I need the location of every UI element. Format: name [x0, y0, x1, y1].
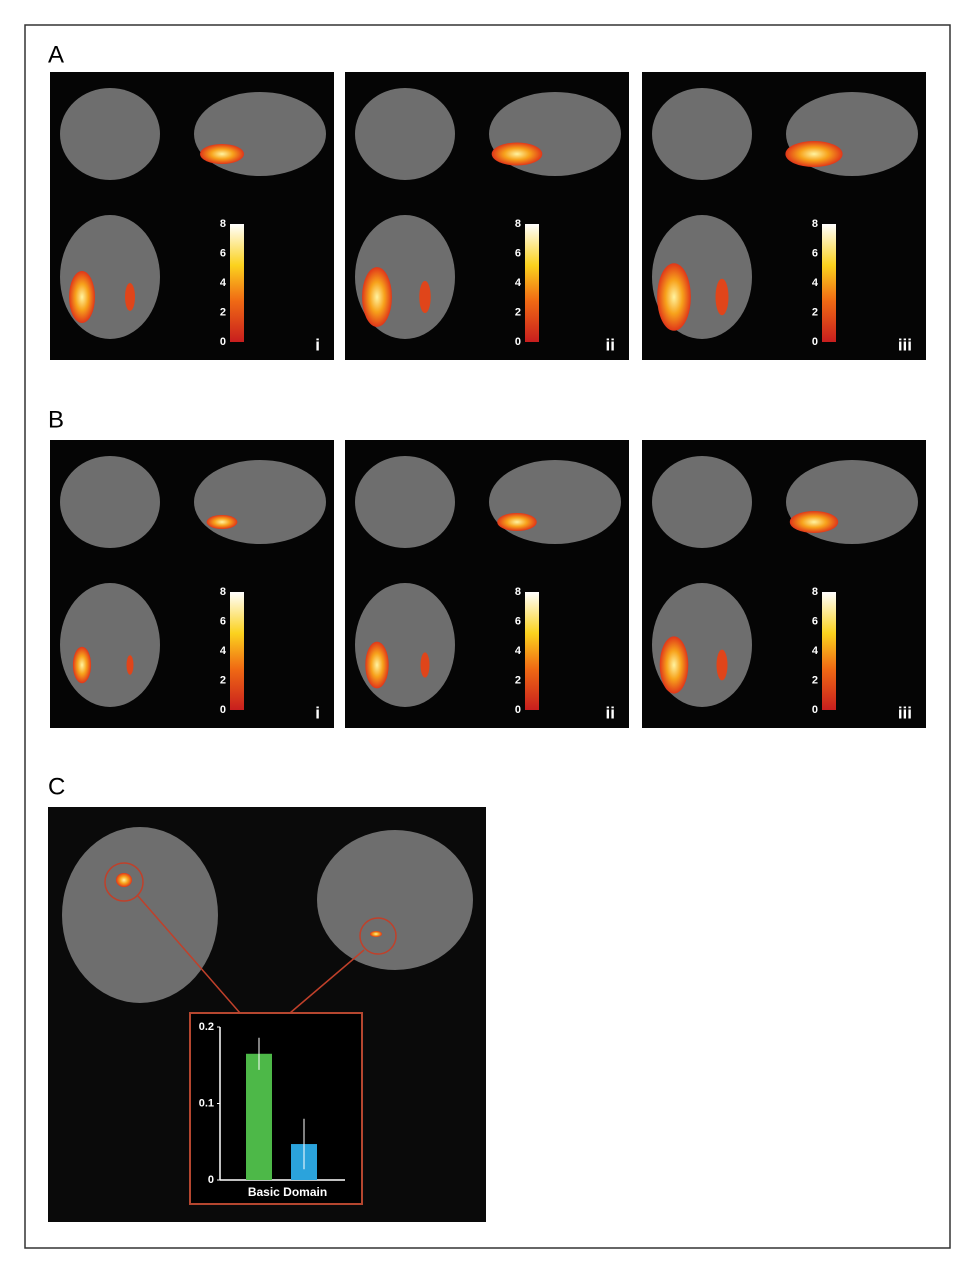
- panel-label: C: [48, 773, 65, 800]
- colorbar-tick-label: 0: [515, 704, 521, 716]
- colorbar-tick-label: 6: [220, 615, 226, 627]
- activation: [69, 271, 95, 323]
- colorbar-tick-label: 8: [220, 218, 226, 230]
- colorbar-tick-label: 2: [812, 306, 818, 318]
- activation: [206, 515, 238, 529]
- roi-circle: [104, 862, 144, 902]
- colorbar-tick-label: 8: [220, 586, 226, 598]
- connector: [289, 949, 365, 1014]
- colorbar-tick-label: 8: [812, 218, 818, 230]
- colorbar-tick-label: 4: [515, 277, 522, 289]
- activation: [789, 511, 839, 533]
- x-axis-label: Basic Domain: [248, 1185, 327, 1199]
- brain-coronal: [355, 456, 455, 548]
- activation: [657, 263, 691, 331]
- colorbar-tick-label: 6: [515, 615, 521, 627]
- activation: [125, 283, 135, 311]
- colorbar-tick-label: 2: [812, 674, 818, 686]
- y-tick-label: 0: [208, 1174, 214, 1186]
- brain-axial: [60, 583, 160, 707]
- panel-label: A: [48, 41, 64, 68]
- colorbar-tick-label: 6: [220, 247, 226, 259]
- colorbar-tick-label: 6: [515, 247, 521, 259]
- brain-coronal: [60, 456, 160, 548]
- colorbar: [822, 224, 836, 342]
- figure-border: [24, 24, 951, 1249]
- roi-circle: [359, 917, 397, 955]
- colorbar-tick-label: 2: [515, 306, 521, 318]
- colorbar-tick-label: 4: [812, 277, 819, 289]
- activation: [365, 641, 389, 689]
- colorbar-tick-label: 4: [220, 277, 227, 289]
- brain-coronal: [652, 88, 752, 180]
- activation: [200, 144, 244, 164]
- brain-sagittal: [489, 460, 621, 544]
- colorbar: [230, 592, 244, 710]
- colorbar-tick-label: 0: [220, 704, 226, 716]
- activation: [370, 931, 382, 937]
- colorbar-tick-label: 8: [515, 586, 521, 598]
- panel-label: B: [48, 406, 64, 433]
- brain-axial: [355, 583, 455, 707]
- y-tick-label: 0.1: [199, 1097, 214, 1109]
- colorbar-tick-label: 2: [515, 674, 521, 686]
- brain-sagittal: [194, 460, 326, 544]
- colorbar-tick-label: 8: [812, 586, 818, 598]
- inset-chart: [189, 1012, 363, 1205]
- brain-coronal: [317, 830, 473, 970]
- activation: [72, 646, 92, 684]
- activation: [116, 873, 132, 887]
- activation: [126, 655, 134, 675]
- subpanel-label: ii: [606, 335, 615, 354]
- colorbar-tick-label: 0: [812, 704, 818, 716]
- brain-sagittal: [194, 92, 326, 176]
- bar: [246, 1053, 272, 1180]
- colorbar-tick-label: 8: [515, 218, 521, 230]
- colorbar-tick-label: 4: [515, 645, 522, 657]
- brain-axial: [62, 827, 218, 1003]
- y-tick-label: 0.2: [199, 1021, 214, 1033]
- colorbar: [525, 224, 539, 342]
- activation: [716, 649, 728, 681]
- activation: [715, 278, 729, 316]
- colorbar-tick-label: 4: [812, 645, 819, 657]
- subpanel-label: iii: [898, 335, 912, 354]
- brain-coronal: [652, 456, 752, 548]
- colorbar-tick-label: 6: [812, 247, 818, 259]
- colorbar-tick-label: 0: [220, 336, 226, 348]
- colorbar-tick-label: 0: [812, 336, 818, 348]
- colorbar: [822, 592, 836, 710]
- activation: [659, 636, 689, 694]
- colorbar: [230, 224, 244, 342]
- brain-coronal: [60, 88, 160, 180]
- colorbar-tick-label: 0: [515, 336, 521, 348]
- activation: [491, 142, 543, 166]
- activation: [420, 652, 430, 678]
- subpanel-label: iii: [898, 703, 912, 722]
- subpanel-label: i: [315, 335, 320, 354]
- subpanel-label: i: [315, 703, 320, 722]
- colorbar: [525, 592, 539, 710]
- colorbar-tick-label: 6: [812, 615, 818, 627]
- subpanel-label: ii: [606, 703, 615, 722]
- connector: [137, 895, 241, 1014]
- colorbar-tick-label: 2: [220, 306, 226, 318]
- colorbar-tick-label: 2: [220, 674, 226, 686]
- activation: [497, 513, 537, 531]
- activation: [362, 267, 392, 327]
- brain-coronal: [355, 88, 455, 180]
- colorbar-tick-label: 4: [220, 645, 227, 657]
- activation: [419, 280, 431, 314]
- activation: [785, 141, 843, 167]
